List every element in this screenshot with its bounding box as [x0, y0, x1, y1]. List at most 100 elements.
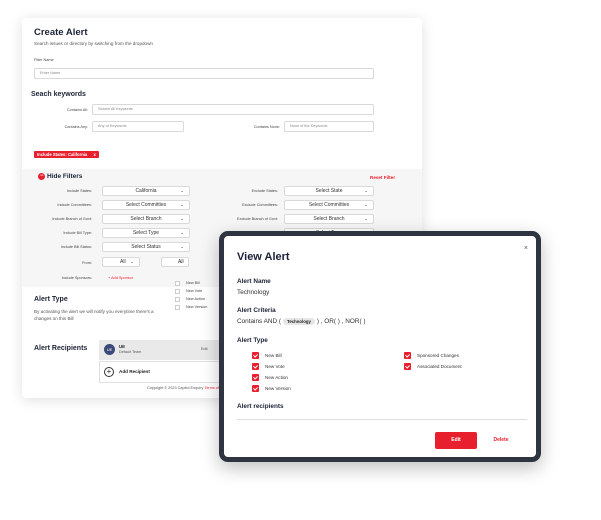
alert-criteria-heading: Alert Criteria	[237, 307, 276, 314]
exclude-filter-select[interactable]: Select State ⌄	[284, 186, 374, 196]
avatar: UE	[104, 344, 115, 355]
copyright-label: Copyright © 2023 Capitol Enquiry	[147, 386, 204, 390]
minus-icon: −	[40, 173, 44, 179]
checked-checkbox-icon[interactable]	[404, 352, 411, 359]
chevron-down-icon: ⌄	[364, 188, 368, 193]
alert-recipients-heading: Alert recipients	[237, 403, 284, 410]
chevron-down-icon: ⌄	[364, 216, 368, 221]
add-sponsor-link[interactable]: + Add Sponsor	[108, 276, 134, 280]
chevron-down-icon: ⌄	[180, 244, 184, 249]
include-filter-label: Include Bill Type:	[63, 231, 92, 235]
add-icon: +	[104, 367, 114, 377]
terms-link[interactable]: Terms of U	[204, 386, 223, 390]
checked-checkbox-icon[interactable]	[404, 363, 411, 370]
alert-type-option-label: New Vote	[186, 289, 203, 293]
hide-filters-toggle[interactable]: Hide Filters	[47, 173, 83, 180]
chevron-down-icon: ⌄	[180, 230, 184, 235]
alert-type-checkbox[interactable]	[175, 281, 180, 286]
exclude-filter-label: Exclude Branch of Govt:	[237, 217, 278, 221]
alert-type-label: New Vote	[265, 364, 285, 369]
chip-close-icon[interactable]: x	[93, 152, 96, 157]
exclude-filter-value: Select Committies	[308, 202, 350, 208]
add-recipient-label: Add Recipient	[119, 369, 150, 374]
contains-any-label: Contains Any:	[64, 125, 88, 129]
alert-type-option-label: New Action	[186, 297, 205, 301]
create-alert-subtitle: Search issues or directory by switching …	[34, 41, 153, 46]
alert-criteria-value: Contains AND (Technology) , OR( ) , NOR(…	[237, 318, 365, 325]
alert-type-checkbox[interactable]	[175, 297, 180, 302]
include-filter-value: California	[135, 188, 157, 194]
include-filter-select[interactable]: Select Branch ⌄	[102, 214, 190, 224]
from-select-2[interactable]: All ⌄	[161, 257, 189, 267]
include-filter-value: Select Branch	[130, 216, 162, 222]
alert-type-option-label: New Bill	[186, 281, 200, 285]
chevron-down-icon: ⌄	[130, 259, 134, 264]
view-alert-title: View Alert	[237, 251, 290, 263]
alert-type-checkbox[interactable]	[175, 289, 180, 294]
chevron-down-icon: ⌄	[180, 188, 184, 193]
alert-type-label: Associated Document	[417, 364, 462, 369]
state-filter-chip: Include States: California x	[34, 151, 99, 158]
exclude-filter-label: Exclude States:	[251, 189, 278, 193]
alert-type-label: New Version	[265, 386, 291, 391]
exclude-filter-select[interactable]: Select Committies ⌄	[284, 200, 374, 210]
alert-type-option-label: New Version	[186, 305, 208, 309]
alert-type-checkbox[interactable]	[175, 305, 180, 310]
alert-type-label: New Bill	[265, 353, 282, 358]
alert-name-heading: Alert Name	[237, 278, 271, 285]
chevron-down-icon: ⌄	[364, 202, 368, 207]
include-filter-select[interactable]: California ⌄	[102, 186, 190, 196]
contains-all-input[interactable]: Search All Keywords	[92, 104, 374, 115]
reset-filter-link[interactable]: Reset Filter	[370, 175, 396, 180]
divider	[237, 419, 527, 420]
criteria-suffix: ) , OR( ) , NOR( )	[316, 318, 366, 326]
contains-any-input[interactable]: Any of Keywords	[92, 121, 184, 132]
add-recipient-row[interactable]: + Add Recipient	[99, 361, 229, 383]
from-select-1[interactable]: All ⌄	[102, 257, 140, 267]
view-alert-modal: View Alert × Alert Name Technology Alert…	[219, 231, 541, 462]
include-filter-label: Include Branch of Govt:	[52, 217, 92, 221]
alert-type-label: Sponsored Changes	[417, 353, 459, 358]
close-icon[interactable]: ×	[523, 245, 528, 252]
filter-name-input[interactable]: Enter Name	[34, 68, 374, 79]
exclude-filter-select[interactable]: Select Branch ⌄	[284, 214, 374, 224]
checked-checkbox-icon[interactable]	[252, 352, 259, 359]
recipient-role[interactable]: Edit	[201, 347, 208, 351]
from-value-2: All	[178, 259, 184, 265]
recipient-name: UE	[119, 344, 126, 349]
exclude-filter-value: Select State	[315, 188, 343, 194]
from-value-1: All	[120, 259, 126, 265]
exclude-filter-label: Exclude Committees:	[242, 203, 278, 207]
include-filter-label: Include Bill Status:	[60, 245, 92, 249]
from-label: From:	[82, 261, 92, 265]
criteria-keyword-tag: Technology	[283, 318, 315, 325]
checked-checkbox-icon[interactable]	[252, 385, 259, 392]
hide-filters-icon[interactable]	[38, 173, 45, 180]
filter-name-label: Filter Name	[34, 58, 54, 62]
alert-type-heading: Alert Type	[34, 296, 68, 303]
create-alert-card: Create Alert Search issues or directory …	[22, 18, 422, 398]
copyright-text: Copyright © 2023 Capitol Enquiry Terms o…	[147, 386, 223, 390]
contains-none-input[interactable]: None of the Keywords	[284, 121, 374, 132]
checked-checkbox-icon[interactable]	[252, 374, 259, 381]
include-sponsors-label: Include Sponsors:	[61, 276, 92, 280]
alert-recipients-heading: Alert Recipients	[34, 345, 88, 352]
include-filter-label: Include Committees:	[57, 203, 92, 207]
include-filter-select[interactable]: Select Status ⌄	[102, 242, 190, 252]
chevron-down-icon: ⌄	[180, 216, 184, 221]
alert-type-heading: Alert Type	[237, 337, 268, 344]
contains-none-label: Contains None:	[253, 125, 280, 129]
criteria-prefix: Contains AND (	[237, 318, 282, 326]
search-keywords-heading: Seach keywords	[31, 91, 86, 98]
recipient-team: Default Team	[119, 350, 142, 354]
include-filter-label: Include States:	[66, 189, 92, 193]
include-filter-value: Select Committies	[125, 202, 167, 208]
chip-label: Include States: California	[37, 152, 88, 157]
delete-button[interactable]: Delete	[493, 437, 509, 443]
edit-button[interactable]: Edit	[435, 432, 477, 449]
checked-checkbox-icon[interactable]	[252, 363, 259, 370]
include-filter-value: Select Type	[132, 230, 160, 236]
include-filter-select[interactable]: Select Committies ⌄	[102, 200, 190, 210]
create-alert-title: Create Alert	[34, 27, 88, 38]
include-filter-select[interactable]: Select Type ⌄	[102, 228, 190, 238]
